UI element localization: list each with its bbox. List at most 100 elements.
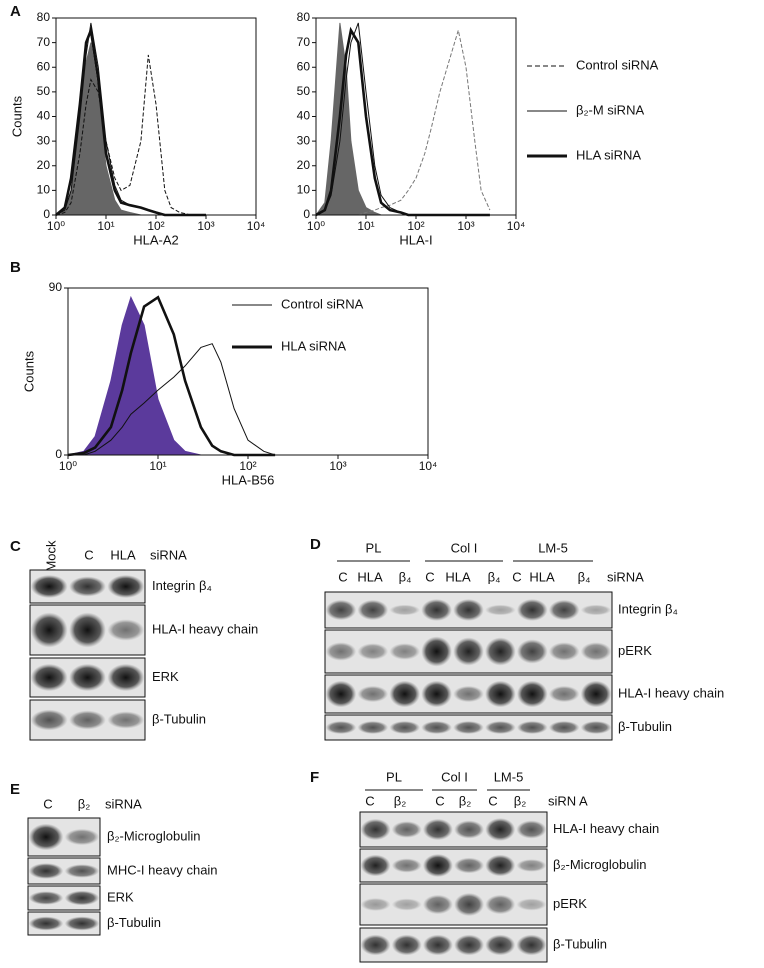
y-tick-label: 0 [303,207,310,221]
blot-band [391,821,422,838]
group-label: PL [386,769,402,784]
blot-band [357,643,389,660]
blot-band [360,854,391,877]
y-tick-label: 20 [297,158,311,172]
x-tick-label: 10³ [329,459,346,473]
x-tick-label: 10³ [457,219,474,233]
blot-band [453,721,484,734]
blot-band [389,643,421,660]
blot-row [359,811,548,848]
blot-band [516,898,547,911]
blot-row [359,883,548,926]
row-label: HLA-I heavy chain [553,821,659,836]
x-tick-label: 10¹ [149,459,166,473]
blot-band [516,680,548,708]
legend-label: Control siRNA [576,57,659,72]
blot-band [421,721,452,734]
row-label: HLA-I heavy chain [152,621,258,636]
blot-row [359,927,548,963]
y-tick-label: 90 [49,280,63,294]
blot-row [359,848,548,883]
blot-band [69,612,106,648]
y-tick-label: 10 [37,183,51,197]
blot-band [325,599,357,621]
blot-band [64,916,100,931]
blot-band [516,859,547,872]
blot-band [357,685,389,703]
blot-band [28,891,64,905]
blot-band [453,637,484,666]
lane-label: C [512,569,521,584]
blot-band [389,604,421,616]
blot-band [516,639,548,664]
lane-label: C [338,569,347,584]
blot-band [30,663,68,692]
blot-band [485,894,516,915]
lane-label: β₄ [578,569,591,584]
y-tick-label: 70 [297,35,311,49]
y-axis-label: Counts [9,95,24,137]
blot-band [69,710,106,730]
blot-band [422,853,453,878]
lane-label: β₄ [488,569,501,584]
lane-suffix: siRN A [548,793,588,808]
blot-band [516,599,548,621]
group-label: LM-5 [494,769,524,784]
panel-label: A [10,3,21,20]
legend-label: Control siRNA [281,296,364,311]
group-label: LM-5 [538,540,568,555]
blot-band [548,685,580,703]
x-tick-label: 10² [147,219,164,233]
y-tick-label: 80 [37,10,51,24]
y-tick-label: 70 [37,35,51,49]
lane-label: β₂ [459,793,472,808]
y-tick-label: 60 [37,59,51,73]
lane-label: C [43,796,52,811]
blot-band [107,619,145,641]
blot-band [391,858,422,873]
blot-band [454,892,485,917]
y-axis-label: Counts [21,350,36,392]
lane-label: Mock [43,540,58,572]
blot-band [485,818,516,841]
x-tick-label: 10¹ [357,219,374,233]
blot-band [422,818,453,841]
blot-band [389,680,421,708]
blot-band [28,916,64,931]
lane-label: C [488,793,497,808]
row-label: HLA-I heavy chain [618,685,724,700]
y-tick-label: 0 [55,447,62,461]
blot-band [360,897,391,912]
panel-label: D [310,536,321,553]
blot-band [30,612,68,648]
legend-label: HLA siRNA [576,147,641,162]
histogram-line [68,343,276,456]
blot-band [421,636,452,667]
blot-band [360,818,391,841]
blot-band [107,574,145,599]
x-tick-label: 10⁰ [307,219,325,233]
blot-band [516,721,548,734]
blot-band [516,820,547,839]
blot-band [422,934,453,956]
x-axis-label: HLA-B56 [222,472,275,487]
y-tick-label: 10 [297,183,311,197]
blot-band [64,864,100,878]
blot-band [485,637,516,666]
x-tick-label: 10⁴ [419,459,438,473]
lane-label: C [84,547,93,562]
x-tick-label: 10¹ [97,219,114,233]
y-tick-label: 50 [297,84,311,98]
blot-band [422,894,453,915]
blot-band [389,721,421,734]
lane-label: β₂ [514,793,527,808]
group-label: Col I [441,769,468,784]
blot-band [580,721,612,734]
blot-band [325,680,357,708]
blot-band [28,823,64,851]
lane-label: HLA [445,569,471,584]
panel-label: C [10,538,21,555]
blot-band [580,642,612,661]
lane-label: HLA [357,569,383,584]
panel-label: B [10,259,21,276]
